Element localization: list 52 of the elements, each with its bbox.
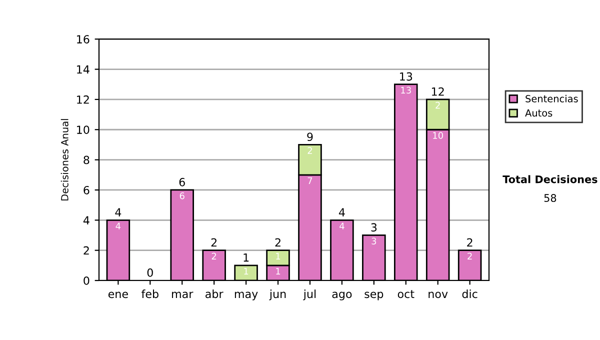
- total-label: 2: [275, 238, 280, 247]
- text: Total Decisiones: [502, 175, 598, 184]
- data-label: 4: [340, 222, 344, 230]
- x-tick-label: mar: [172, 292, 194, 298]
- data-label: 4: [116, 222, 121, 230]
- total-label: 3: [371, 223, 377, 232]
- data-label: 2: [468, 252, 472, 260]
- x-tick-label: feb: [142, 290, 158, 298]
- y-tick-label: 16: [77, 35, 90, 44]
- x-tick-label: sep: [364, 292, 384, 300]
- x-tick-label: dic: [462, 290, 478, 298]
- x-tick-label: jul: [303, 290, 316, 300]
- x-tick-label: nov: [428, 292, 448, 298]
- x-tick-label: oct: [398, 290, 414, 298]
- legend-label: Sentencias: [526, 94, 578, 102]
- y-tick-label: 10: [77, 126, 90, 134]
- total-label: 6: [179, 178, 185, 186]
- total-label: 4: [115, 208, 122, 216]
- data-label: 7: [308, 177, 312, 184]
- y-tick-label: 8: [84, 156, 90, 164]
- data-label: 1: [276, 268, 280, 275]
- y-tick-label: 0: [84, 276, 90, 285]
- y-tick-label: 2: [84, 246, 89, 255]
- legend-label: Autos: [525, 109, 552, 117]
- total-label: 4: [338, 208, 345, 216]
- y-tick-label: 14: [77, 65, 90, 74]
- total-label: 12: [432, 87, 444, 96]
- total-label: 9: [307, 132, 313, 142]
- y-tick-label: 12: [77, 95, 89, 104]
- x-tick-label: may: [234, 292, 258, 300]
- data-label: 3: [372, 238, 376, 244]
- y-axis-title: Decisiones Anual: [60, 119, 68, 200]
- total-label: 2: [211, 238, 217, 247]
- total-label: 13: [400, 72, 412, 81]
- data-label: 1: [276, 252, 280, 260]
- y-tick-label: 6: [84, 186, 90, 194]
- data-label: 2: [436, 102, 440, 109]
- data-label: 1: [244, 268, 248, 275]
- x-tick-label: ago: [332, 292, 352, 300]
- data-label: 6: [180, 192, 184, 200]
- data-label: 2: [308, 147, 312, 154]
- text: 58: [544, 194, 556, 202]
- data-label: 10: [433, 132, 443, 139]
- data-label: 2: [212, 252, 216, 260]
- x-tick-label: ene: [108, 292, 128, 298]
- y-tick-label: 4: [83, 216, 90, 224]
- x-tick-label: jun: [269, 290, 286, 300]
- total-label: 2: [467, 238, 472, 247]
- data-label: 13: [401, 86, 411, 94]
- total-label: 0: [147, 268, 153, 277]
- x-tick-label: abr: [206, 290, 224, 298]
- total-label: 1: [244, 253, 249, 262]
